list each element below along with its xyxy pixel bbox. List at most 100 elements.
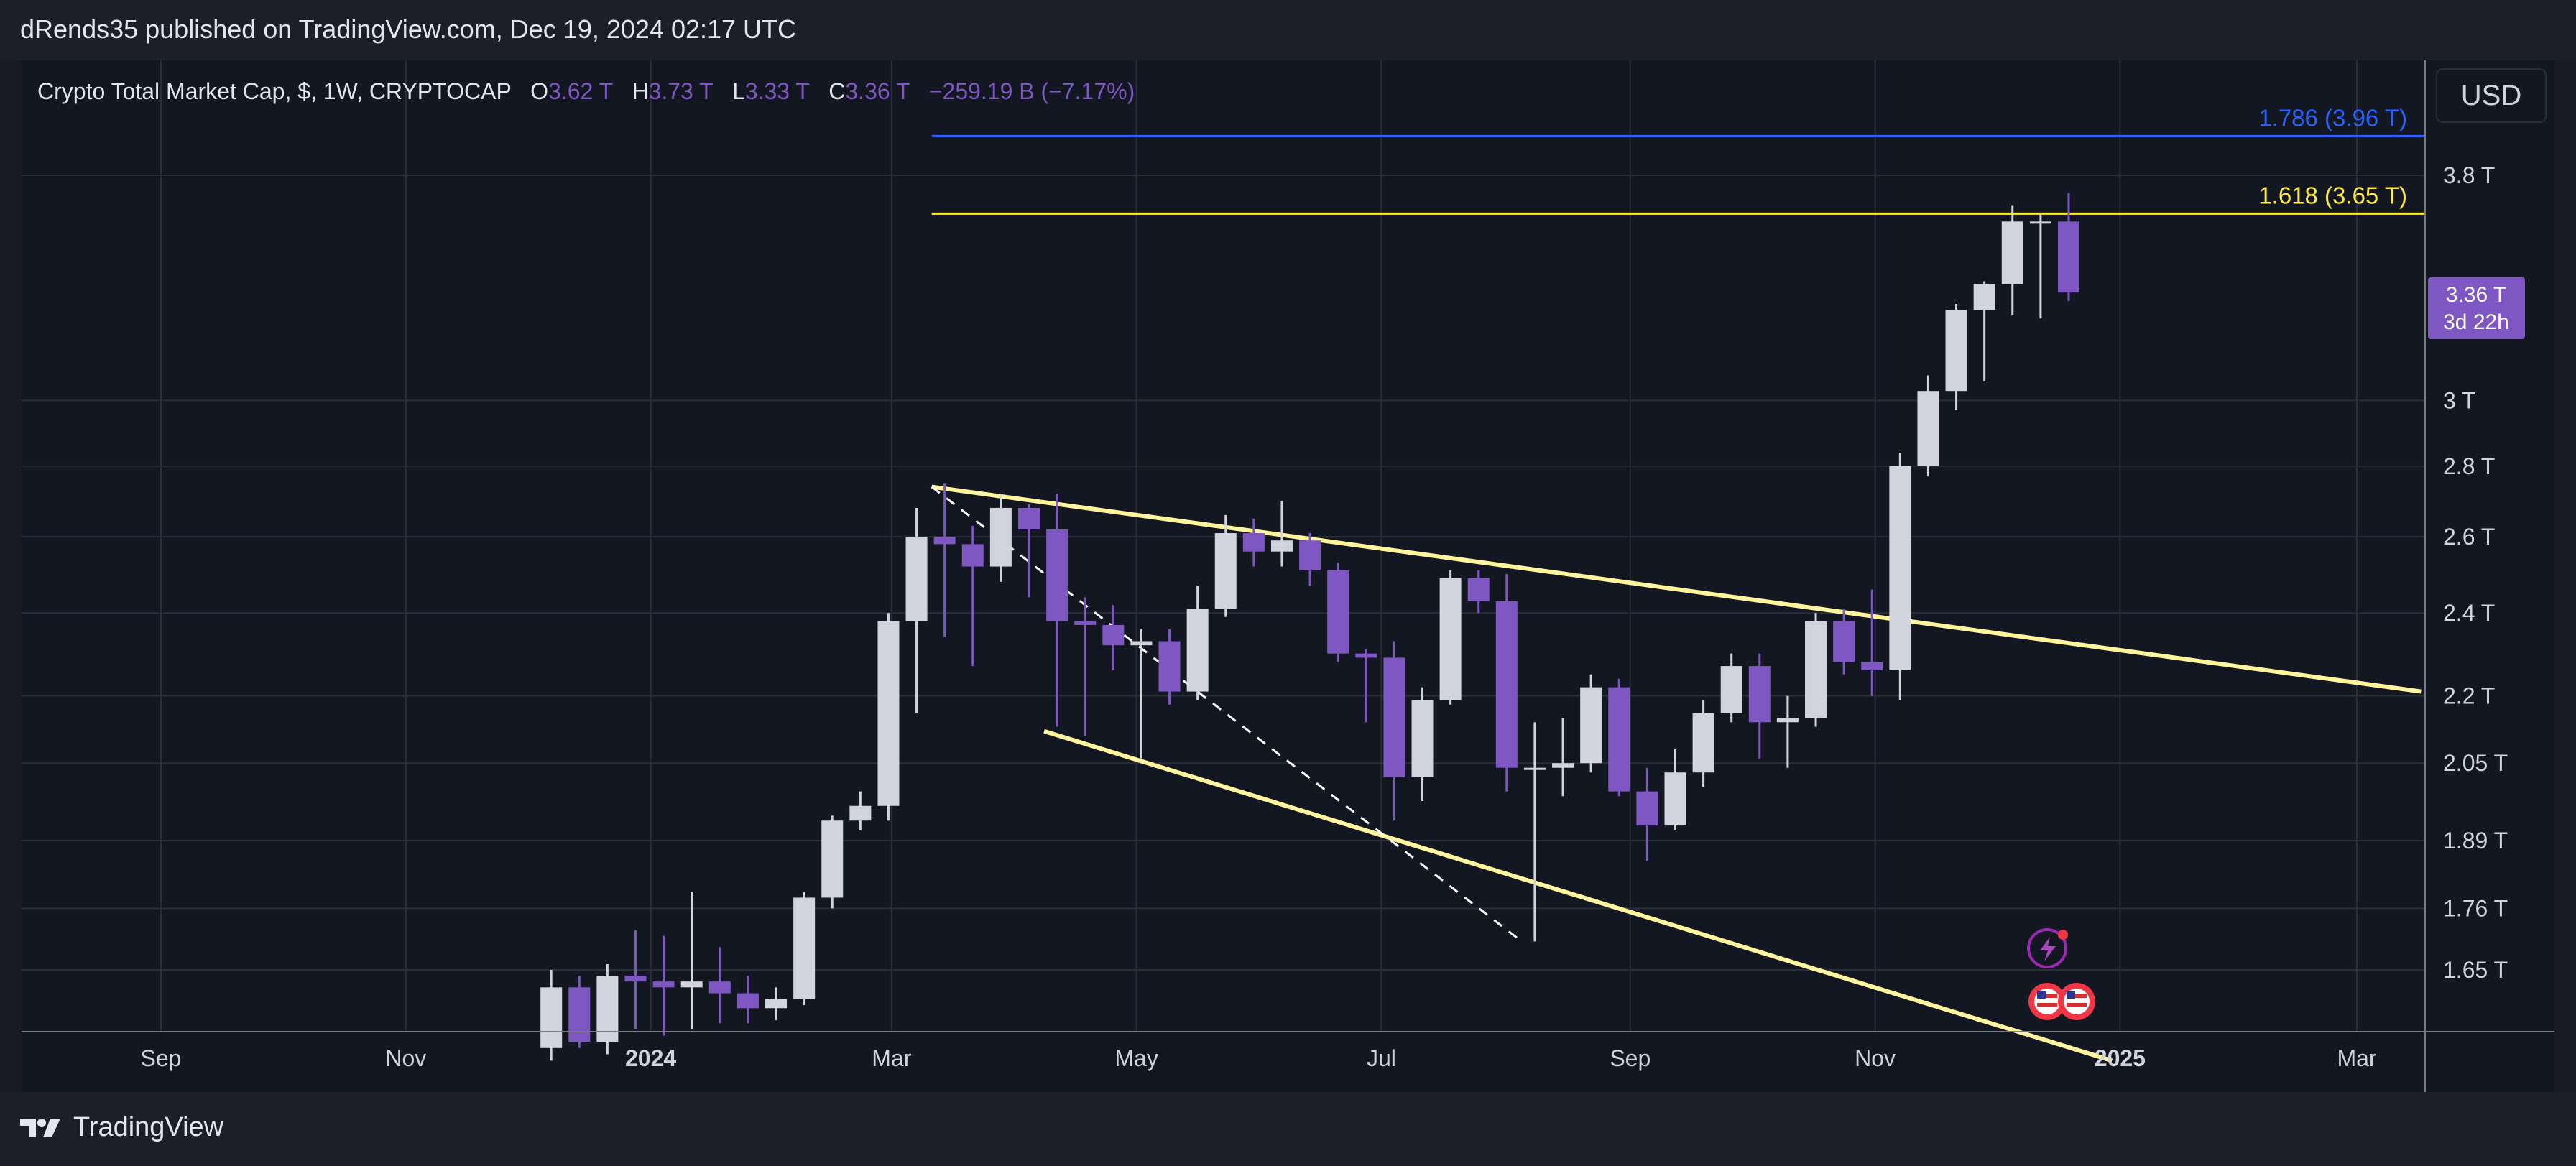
y-tick-label: 3 T [2443,387,2476,413]
candle-body [961,544,984,567]
bear-candle [652,935,675,1036]
y-tick-label: 3.8 T [2443,162,2495,188]
candle-body [652,981,675,988]
bear-candle [1608,678,1630,797]
candle-body [793,897,816,999]
y-tick-label: 1.65 T [2443,957,2508,983]
legend-close-label: C [828,78,845,104]
legend-high: 3.73 T [649,78,714,104]
candle-body [849,805,872,821]
trendlines [931,484,2422,1063]
candle-body [1945,310,1967,392]
x-tick-label: Nov [385,1045,426,1071]
bear-candle [708,947,731,1024]
x-tick-label: 2025 [2095,1045,2146,1071]
candle-body [933,537,956,545]
candle-body [1552,763,1574,768]
legend-close: 3.36 T [845,78,910,104]
bear-candle [1355,649,1377,723]
bull-candle [1720,653,1742,723]
bull-candle [1917,375,1939,477]
candle-body [2057,221,2079,293]
candle-body [596,976,619,1042]
y-tick-label: 2.8 T [2443,453,2495,479]
candle-body [680,981,703,988]
bull-candle [905,507,928,713]
x-tick-label: Nov [1855,1045,1896,1071]
x-tick-label: Mar [872,1045,911,1071]
candle-body [1214,533,1237,609]
candle-body [1130,641,1153,646]
bear-candle [1861,589,1883,696]
candle-body [1074,621,1097,625]
bear-candle [2057,193,2079,302]
candlestick-chart[interactable]: 1.786 (3.96 T) 1.618 (3.65 T) 3.8 T 3 T 2.8… [0,60,2576,1092]
last-price-badge: 3.36 T 3d 22h [2428,277,2525,339]
y-tick-label: 2.4 T [2443,600,2495,626]
us-flag-icon[interactable] [2058,983,2095,1020]
candle-body [624,976,647,982]
candle-body [1664,772,1686,826]
lightning-icon[interactable] [2027,928,2068,968]
candle-body [1861,662,1883,670]
x-tick-label: 2024 [625,1045,676,1071]
last-price: 3.36 T [2446,283,2507,307]
candle-body [1102,624,1125,646]
bear-candle [1017,504,1040,598]
candle-body [1242,533,1265,552]
bear-candle [624,930,647,1029]
us-flag-icon[interactable] [2028,983,2066,1020]
candle-body [1383,657,1405,777]
x-tick-label: Mar [2337,1045,2376,1071]
candles [540,193,2079,1061]
bear-candle [1102,605,1125,670]
candle-body [540,987,563,1048]
currency-button[interactable]: USD [2436,68,2547,123]
x-tick-label: Sep [141,1045,182,1071]
legend-change: −259.19 B (−7.17%) [929,78,1135,104]
bar-countdown: 3d 22h [2443,310,2509,334]
candle-body [2029,221,2051,224]
dashed-trendline [931,486,1523,943]
bull-candle [1889,453,1911,700]
legend-low-label: L [732,78,745,104]
bull-candle [1692,700,1714,787]
candle-body [989,507,1012,567]
bull-candle [1945,304,1967,410]
top-bar: dRends35 published on TradingView.com, D… [0,0,2576,60]
candle-body [1411,700,1434,777]
bull-candle [989,494,1012,582]
y-tick-label: 2.05 T [2443,750,2508,776]
tradingview-logo[interactable]: TradingView [20,1112,223,1143]
trendline [1043,728,2113,1063]
x-tick-label: Jul [1367,1045,1396,1071]
fib-label: 1.618 (3.65 T) [2258,182,2407,208]
bull-candle [1439,570,1462,705]
bear-candle [1158,629,1181,705]
candle-body [1327,570,1349,654]
candle-body [568,987,591,1042]
bear-candle [1833,609,1855,675]
bear-candle [1242,518,1265,567]
bull-candle [2029,213,2051,319]
bull-candle [877,613,900,821]
bottom-bar [0,1092,2576,1166]
bull-candle [1552,718,1574,797]
bear-candle [1327,563,1349,662]
bull-candle [1523,722,1546,942]
candle-body [1748,666,1771,723]
legend-open: 3.62 T [548,78,613,104]
x-tick-label: May [1114,1045,1158,1071]
bear-candle [1046,494,1068,727]
candle-body [905,537,928,621]
bull-candle [849,791,872,831]
bull-candle [1130,629,1153,759]
bull-candle [1973,281,1995,382]
published-caption: dRends35 published on TradingView.com, D… [20,14,797,44]
candle-body [1889,466,1911,670]
candle-body [1805,621,1827,718]
bear-candle [1299,533,1321,586]
candle-body [1580,687,1602,764]
bull-candle [2001,205,2023,316]
candle-body [1439,578,1462,700]
